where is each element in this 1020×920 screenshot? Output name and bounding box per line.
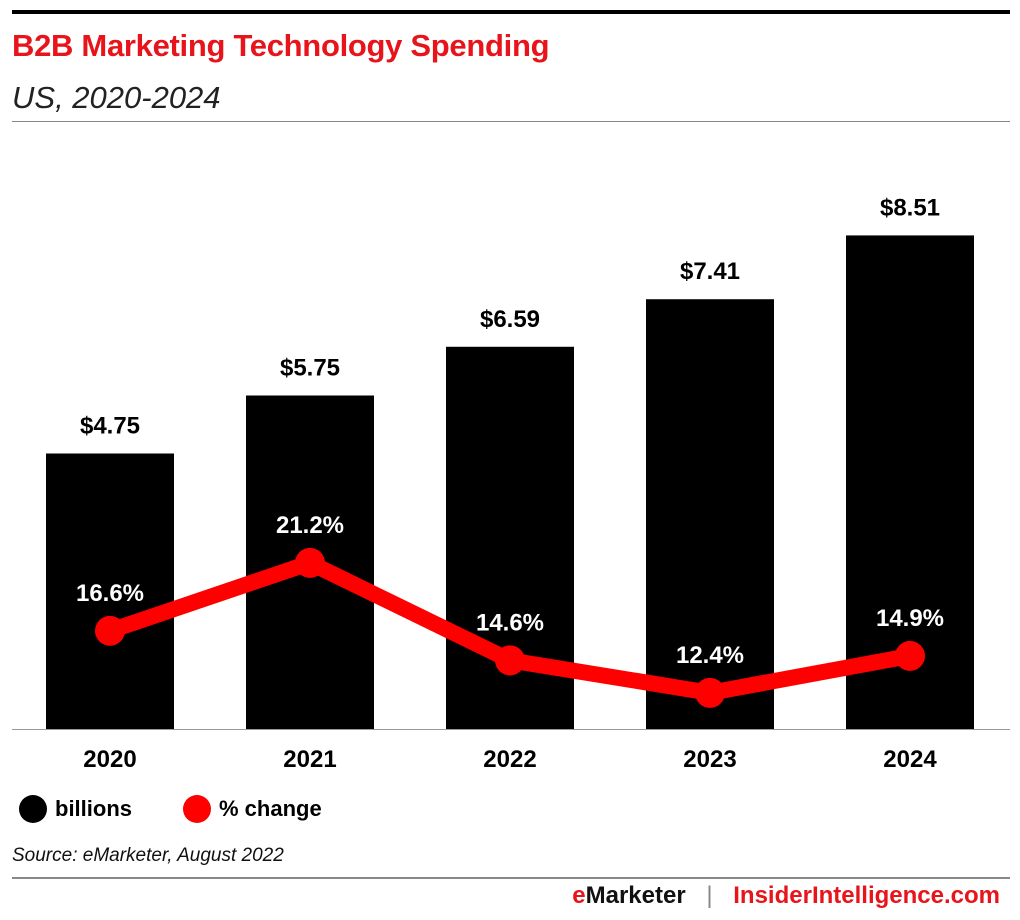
bar-value-label: $8.51 — [880, 194, 940, 221]
brand-insider-intelligence: InsiderIntelligence.com — [733, 882, 1000, 909]
x-tick-label: 2021 — [283, 746, 336, 773]
bar-value-label: $6.59 — [480, 306, 540, 333]
change-point-2020 — [95, 615, 125, 646]
change-value-label: 16.6% — [76, 580, 144, 607]
change-value-label: 14.6% — [476, 609, 544, 636]
change-value-label: 12.4% — [676, 642, 744, 669]
legend-label: billions — [55, 796, 132, 821]
footer-rule — [12, 877, 1010, 879]
brand-separator: | — [706, 882, 713, 909]
top-rule — [12, 10, 1010, 14]
legend-item-change: % change — [183, 795, 322, 823]
bar-value-label: $4.75 — [80, 413, 140, 440]
x-tick-label: 2022 — [483, 746, 536, 773]
subtitle-rule — [12, 121, 1010, 122]
bar-value-label: $7.41 — [680, 258, 740, 285]
brand-e: e — [572, 882, 586, 909]
bar-2020 — [46, 453, 174, 729]
chart-subtitle: US, 2020-2024 — [12, 80, 221, 115]
change-value-label: 21.2% — [276, 512, 344, 539]
chart-title: B2B Marketing Technology Spending — [12, 28, 550, 63]
legend-swatch-change — [183, 795, 211, 823]
brand-emarketer: Marketer — [585, 882, 686, 909]
change-point-2024 — [895, 640, 925, 671]
x-tick-label: 2024 — [883, 746, 937, 773]
bar-2023 — [646, 299, 774, 729]
x-tick-label: 2023 — [683, 746, 736, 773]
source-note: Source: eMarketer, August 2022 — [12, 845, 284, 866]
footer-brand: eMarketer | InsiderIntelligence.com — [572, 882, 1000, 910]
legend-label: % change — [219, 796, 322, 821]
change-point-2021 — [295, 547, 325, 578]
legend-swatch-billions — [19, 795, 47, 823]
x-tick-label: 2020 — [83, 746, 136, 773]
chart-area: $4.75 2020 $5.75 2021 $6.59 2022 $7.41 2023 $8.5… — [12, 194, 1010, 773]
change-point-2023 — [695, 677, 725, 708]
change-point-2022 — [495, 645, 525, 676]
legend-item-billions: billions — [19, 795, 132, 823]
bar-value-label: $5.75 — [280, 355, 340, 382]
change-value-label: 14.9% — [876, 605, 944, 632]
